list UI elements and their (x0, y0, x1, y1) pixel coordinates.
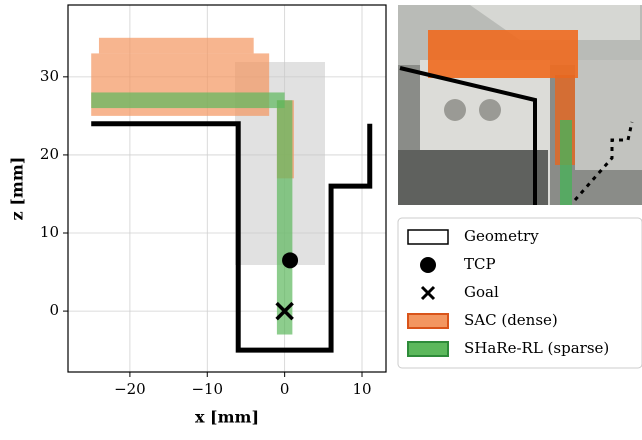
legend-icon (420, 257, 436, 273)
y-tick-label: 0 (49, 301, 59, 319)
figure: −20 −10 0 10 0 10 20 30 x [mm] z [mm] Geometry TCP G… (0, 0, 642, 436)
geometry-line (91, 124, 370, 350)
legend-label: TCP (464, 255, 496, 273)
legend-label: SAC (dense) (464, 311, 558, 329)
y-tick-label: 30 (40, 67, 59, 85)
x-tick-label: −10 (191, 380, 223, 398)
photo (398, 5, 642, 205)
point-cloud (91, 92, 284, 108)
legend-icon (408, 314, 448, 328)
tcp-marker (282, 252, 298, 268)
point-cloud (277, 100, 292, 334)
legend-icon (408, 230, 448, 244)
legend-label: Geometry (464, 227, 539, 245)
y-tick-label: 20 (40, 145, 59, 163)
legend-label: SHaRe-RL (sparse) (464, 339, 609, 357)
legend-icon (408, 342, 448, 356)
y-axis-label: z [mm] (8, 157, 27, 221)
point-cloud (99, 38, 254, 54)
x-axis-label: x [mm] (195, 408, 259, 427)
y-tick-label: 10 (40, 223, 59, 241)
legend-label: Goal (464, 283, 499, 301)
x-tick-label: −20 (114, 380, 146, 398)
x-tick-label: 10 (352, 380, 371, 398)
x-tick-label: 0 (280, 380, 290, 398)
